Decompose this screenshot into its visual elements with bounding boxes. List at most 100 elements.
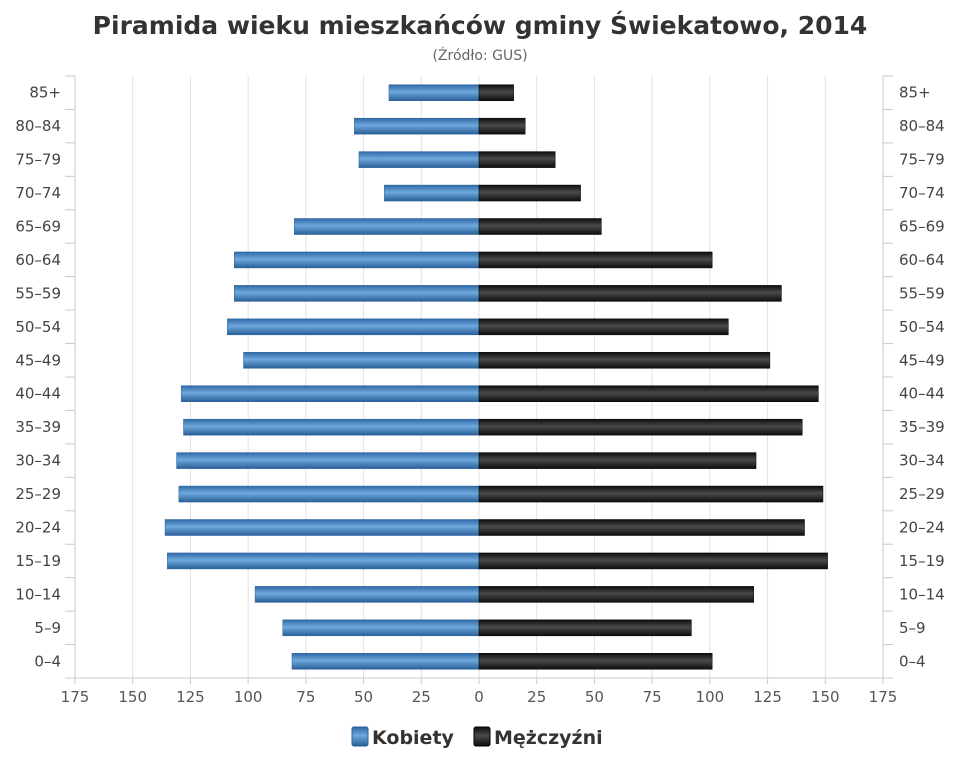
x-tick-label: 25: [412, 688, 431, 706]
legend[interactable]: Kobiety Mężczyźni: [351, 726, 603, 749]
x-tick-label: 25: [527, 688, 546, 706]
category-label-left: 35–39: [15, 418, 61, 436]
bar-mezczyzni-70-74[interactable]: [478, 184, 581, 202]
category-label-right: 80–84: [899, 117, 945, 135]
category-label-right: 75–79: [899, 151, 945, 169]
category-label-right: 85+: [899, 84, 931, 102]
legend-swatch-kobiety[interactable]: [351, 726, 369, 747]
category-label-left: 25–29: [15, 485, 61, 503]
bar-kobiety-80-84[interactable]: [354, 117, 480, 135]
legend-label-kobiety[interactable]: Kobiety: [372, 727, 455, 749]
x-tick-label: 125: [176, 688, 205, 706]
category-labels: 0–4 0–4 5–9 5–9 10–14 10–14 15–19 15–19 20–24 20–…: [15, 84, 944, 671]
bar-kobiety-45-49[interactable]: [243, 352, 480, 369]
category-label-right: 55–59: [899, 284, 945, 302]
category-label-left: 80–84: [15, 117, 61, 135]
bar-mezczyzni-40-44[interactable]: [478, 385, 819, 402]
category-label-left: 45–49: [15, 351, 61, 369]
category-label-right: 35–39: [899, 418, 945, 436]
legend-label-mezczyzni[interactable]: Mężczyźni: [494, 727, 603, 749]
category-label-right: 0–4: [899, 652, 926, 670]
x-tick-label: 100: [696, 688, 725, 706]
x-tick-label: 150: [118, 688, 147, 706]
x-tick-label: 75: [296, 688, 315, 706]
x-tick-label: 175: [869, 688, 898, 706]
bar-mezczyzni-0-4[interactable]: [478, 653, 713, 670]
category-label-left: 10–14: [15, 585, 61, 603]
x-tick-label: 150: [811, 688, 840, 706]
bar-mezczyzni-65-69[interactable]: [478, 218, 602, 235]
bar-mezczyzni-75-79[interactable]: [478, 151, 556, 168]
chart-subtitle: (Źródło: GUS): [432, 46, 527, 64]
bar-mezczyzni-25-29[interactable]: [478, 485, 824, 503]
bar-kobiety-65-69[interactable]: [294, 218, 480, 235]
bar-kobiety-40-44[interactable]: [180, 385, 480, 402]
bar-mezczyzni-80-84[interactable]: [478, 117, 526, 135]
category-label-left: 0–4: [34, 652, 61, 670]
x-tick-label: 75: [643, 688, 662, 706]
category-label-right: 40–44: [899, 385, 945, 403]
category-label-right: 50–54: [899, 318, 945, 336]
category-label-left: 55–59: [15, 284, 61, 302]
x-tick-label: 100: [234, 688, 263, 706]
legend-swatch-mezczyzni[interactable]: [473, 726, 491, 747]
category-label-left: 70–74: [15, 184, 61, 202]
chart-title: Piramida wieku mieszkańców gminy Świekat…: [93, 10, 868, 40]
bar-kobiety-0-4[interactable]: [291, 653, 480, 670]
category-label-left: 20–24: [15, 519, 61, 537]
category-label-right: 10–14: [899, 585, 945, 603]
bar-kobiety-15-19[interactable]: [167, 552, 480, 570]
category-label-left: 5–9: [34, 619, 61, 637]
category-label-right: 5–9: [899, 619, 926, 637]
category-label-right: 15–19: [899, 552, 945, 570]
category-label-right: 20–24: [899, 519, 945, 537]
bar-kobiety-25-29[interactable]: [178, 485, 480, 503]
category-label-right: 65–69: [899, 218, 945, 236]
category-label-left: 40–44: [15, 385, 61, 403]
x-tick-label: 50: [354, 688, 373, 706]
bar-kobiety-35-39[interactable]: [183, 418, 480, 436]
bar-kobiety-20-24[interactable]: [164, 519, 480, 536]
category-label-right: 25–29: [899, 485, 945, 503]
bar-mezczyzni-30-34[interactable]: [478, 452, 757, 469]
bar-mezczyzni-45-49[interactable]: [478, 352, 771, 369]
category-label-right: 70–74: [899, 184, 945, 202]
bar-kobiety-60-64[interactable]: [234, 251, 480, 269]
category-label-left: 50–54: [15, 318, 61, 336]
axes: [65, 75, 893, 684]
bar-mezczyzni-5-9[interactable]: [478, 619, 692, 637]
x-tick-label: 50: [585, 688, 604, 706]
category-label-left: 65–69: [15, 218, 61, 236]
category-label-left: 75–79: [15, 151, 61, 169]
bars: [164, 84, 828, 670]
category-label-right: 60–64: [899, 251, 945, 269]
bar-mezczyzni-15-19[interactable]: [478, 552, 828, 570]
grid-lines: [132, 76, 826, 678]
x-tick-labels: 175 150 125 100 75 50 25 0 25 50 75 100 125 150 175: [61, 688, 898, 706]
x-tick-label: 175: [61, 688, 90, 706]
bar-kobiety-85+[interactable]: [388, 84, 480, 101]
category-label-left: 60–64: [15, 251, 61, 269]
bar-kobiety-10-14[interactable]: [254, 586, 480, 603]
bar-kobiety-75-79[interactable]: [358, 151, 480, 168]
bar-kobiety-50-54[interactable]: [227, 318, 480, 336]
x-tick-label: 125: [753, 688, 782, 706]
bar-mezczyzni-50-54[interactable]: [478, 318, 729, 336]
bar-kobiety-5-9[interactable]: [282, 619, 480, 637]
bar-mezczyzni-10-14[interactable]: [478, 586, 754, 603]
category-label-right: 30–34: [899, 452, 945, 470]
category-label-right: 45–49: [899, 351, 945, 369]
bar-mezczyzni-35-39[interactable]: [478, 418, 803, 436]
bar-mezczyzni-85+[interactable]: [478, 84, 514, 101]
category-label-left: 15–19: [15, 552, 61, 570]
category-label-left: 30–34: [15, 452, 61, 470]
category-label-left: 85+: [29, 84, 61, 102]
bar-mezczyzni-55-59[interactable]: [478, 285, 782, 302]
bar-mezczyzni-60-64[interactable]: [478, 251, 713, 269]
bar-kobiety-70-74[interactable]: [384, 184, 480, 202]
bar-kobiety-55-59[interactable]: [234, 285, 480, 302]
bar-mezczyzni-20-24[interactable]: [478, 519, 805, 536]
bar-kobiety-30-34[interactable]: [176, 452, 480, 469]
x-tick-label: 0: [474, 688, 484, 706]
